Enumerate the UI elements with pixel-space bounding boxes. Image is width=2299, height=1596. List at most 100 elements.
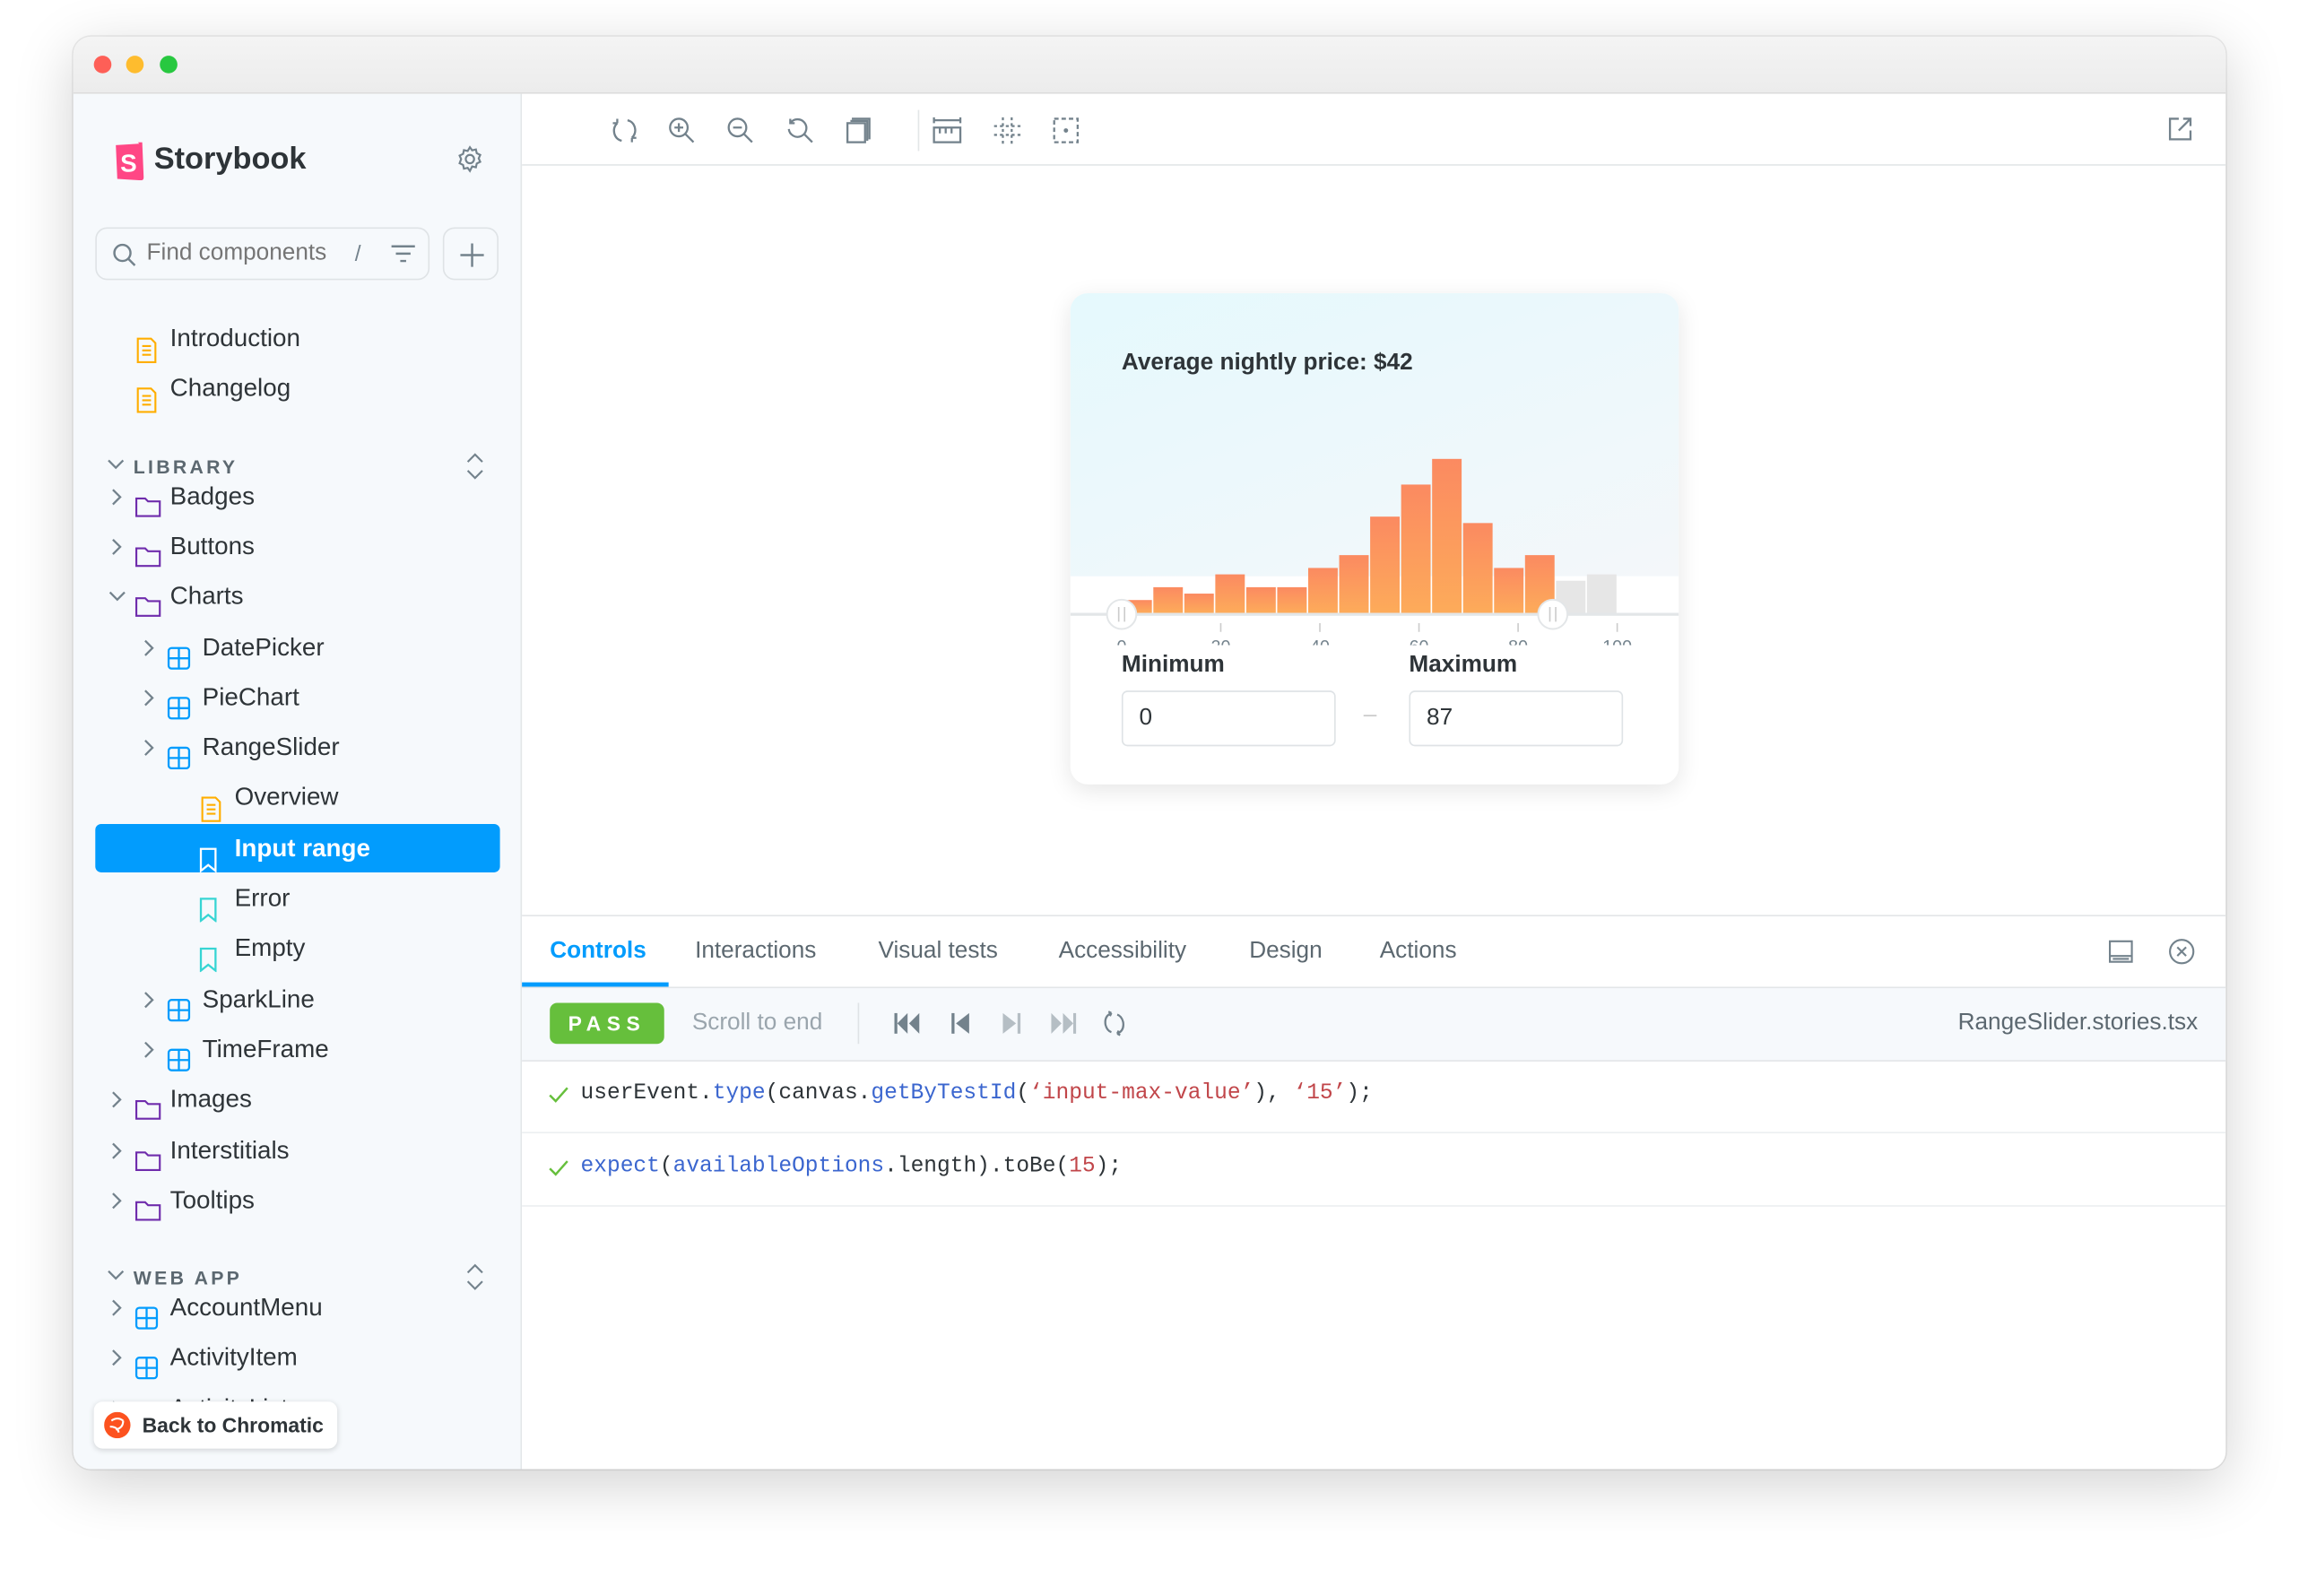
sidebar-item-badges[interactable]: Badges xyxy=(95,472,499,520)
sidebar-item-interstitials[interactable]: Interstitials xyxy=(95,1125,499,1174)
check-icon xyxy=(549,1087,568,1103)
sidebar-item-charts[interactable]: Charts xyxy=(95,572,499,620)
code-token: ), xyxy=(1254,1080,1294,1106)
back-to-chromatic-button[interactable]: Back to Chromatic xyxy=(93,1401,338,1449)
sidebar-item-label: RangeSlider xyxy=(202,733,340,761)
min-handle[interactable] xyxy=(1106,598,1138,630)
close-window-button[interactable] xyxy=(93,56,112,74)
sidebar-item-activityitem[interactable]: ActivityItem xyxy=(95,1333,499,1382)
code-token: (canvas. xyxy=(765,1080,872,1106)
sidebar-item-sparkline[interactable]: SparkLine xyxy=(95,975,499,1023)
sidebar-item-rangeslider[interactable]: RangeSlider xyxy=(95,723,499,771)
tab-controls[interactable]: Controls xyxy=(550,938,646,964)
chevron-right-icon[interactable] xyxy=(108,488,126,506)
maximum-input[interactable] xyxy=(1409,690,1624,747)
sidebar-item-label: DatePicker xyxy=(202,632,325,661)
search-shortcut-hint: / xyxy=(354,241,361,267)
sidebar-item-datepicker[interactable]: DatePicker xyxy=(95,622,499,671)
chevron-right-icon[interactable] xyxy=(108,538,126,556)
max-handle[interactable] xyxy=(1537,598,1569,630)
sidebar-item-overview[interactable]: Overview xyxy=(95,773,499,823)
app-window: S Storybook / Introduction Changelog LIBRA… xyxy=(73,36,2226,1470)
minimum-input[interactable] xyxy=(1121,690,1336,747)
histogram-bar xyxy=(1494,568,1524,613)
histogram-bar xyxy=(1339,555,1369,613)
step-back-icon[interactable] xyxy=(950,1011,971,1035)
create-story-button[interactable] xyxy=(442,227,499,281)
panel-position-icon[interactable] xyxy=(2108,940,2133,963)
step-code: expect(availableOptions.length).toBe(15)… xyxy=(581,1154,1123,1179)
histogram-bar xyxy=(1184,594,1214,613)
sidebar-item-tooltips[interactable]: Tooltips xyxy=(95,1175,499,1224)
interaction-step[interactable]: expect(availableOptions.length).toBe(15)… xyxy=(522,1133,2226,1207)
maximum-label: Maximum xyxy=(1409,652,1518,678)
zoom-out-icon[interactable] xyxy=(725,116,755,145)
sidebar-item-changelog[interactable]: Changelog xyxy=(95,364,499,414)
histogram-bar xyxy=(1215,574,1245,613)
tab-actions[interactable]: Actions xyxy=(1379,938,1457,964)
chevron-right-icon[interactable] xyxy=(141,1041,159,1059)
outline-icon[interactable] xyxy=(1051,116,1080,145)
sidebar-item-introduction[interactable]: Introduction xyxy=(95,314,499,363)
sidebar: S Storybook / Introduction Changelog LIBRA… xyxy=(73,93,523,1470)
sidebar-item-timeframe[interactable]: TimeFrame xyxy=(95,1025,499,1073)
active-tab-indicator xyxy=(522,982,669,987)
zoom-in-icon[interactable] xyxy=(667,116,697,145)
sidebar-item-images[interactable]: Images xyxy=(95,1075,499,1123)
interaction-step[interactable]: userEvent.type(canvas.getByTestId(‘input… xyxy=(522,1060,2226,1134)
step-forward-icon[interactable] xyxy=(1002,1011,1022,1035)
filter-icon[interactable] xyxy=(390,243,416,266)
x-tick-label: 80 xyxy=(1508,638,1528,646)
chevron-right-icon[interactable] xyxy=(141,689,159,707)
tab-interactions[interactable]: Interactions xyxy=(695,938,817,964)
backgrounds-icon[interactable] xyxy=(845,116,874,145)
x-tick-label: 60 xyxy=(1410,638,1429,646)
maximize-window-button[interactable] xyxy=(160,56,178,74)
rerun-icon[interactable] xyxy=(1103,1011,1126,1037)
minimize-window-button[interactable] xyxy=(126,56,144,74)
chevron-right-icon[interactable] xyxy=(108,1091,126,1109)
sidebar-item-piechart[interactable]: PieChart xyxy=(95,672,499,721)
chevron-right-icon[interactable] xyxy=(141,739,159,757)
tab-visual-tests[interactable]: Visual tests xyxy=(878,938,998,964)
go-to-end-icon[interactable] xyxy=(1050,1011,1077,1035)
chevron-down-icon xyxy=(108,458,125,469)
chevron-right-icon[interactable] xyxy=(108,1299,126,1317)
chevron-right-icon[interactable] xyxy=(108,1349,126,1367)
chevron-right-icon[interactable] xyxy=(108,1141,126,1159)
expand-collapse-icon[interactable] xyxy=(464,1262,485,1292)
tab-design[interactable]: Design xyxy=(1249,938,1323,964)
settings-gear-icon[interactable] xyxy=(456,145,484,180)
histogram-bar xyxy=(1153,586,1184,613)
sidebar-item-label: Introduction xyxy=(169,324,300,352)
sidebar-item-buttons[interactable]: Buttons xyxy=(95,522,499,570)
sidebar-item-accountmenu[interactable]: AccountMenu xyxy=(95,1283,499,1331)
x-tick-label: 20 xyxy=(1211,638,1231,646)
go-to-start-icon[interactable] xyxy=(894,1011,920,1035)
sidebar-group-web-app[interactable]: WEB APP xyxy=(95,1262,499,1297)
scroll-to-end-button[interactable]: Scroll to end xyxy=(691,1010,823,1036)
chevron-down-icon[interactable] xyxy=(108,588,126,606)
zoom-reset-icon[interactable] xyxy=(785,116,815,145)
tab-accessibility[interactable]: Accessibility xyxy=(1058,938,1187,964)
chevron-right-icon[interactable] xyxy=(141,991,159,1009)
expand-collapse-icon[interactable] xyxy=(464,451,485,481)
reload-icon[interactable] xyxy=(610,116,639,145)
grid-icon[interactable] xyxy=(993,116,1022,145)
sidebar-item-empty[interactable]: Empty xyxy=(95,924,499,973)
share-icon[interactable] xyxy=(2167,116,2197,145)
sidebar-item-input-range[interactable]: Input range xyxy=(95,823,500,872)
close-panel-icon[interactable] xyxy=(2168,939,2195,965)
histogram-bar xyxy=(1462,523,1493,613)
chevron-right-icon[interactable] xyxy=(108,1192,126,1210)
search-input[interactable] xyxy=(146,240,338,267)
sidebar-group-library[interactable]: LIBRARY xyxy=(95,451,499,486)
sidebar-item-error[interactable]: Error xyxy=(95,874,499,923)
slider-track[interactable] xyxy=(1070,612,1679,616)
histogram-bar xyxy=(1370,516,1401,613)
svg-text:S: S xyxy=(120,149,137,177)
preview-toolbar xyxy=(522,93,2226,166)
histogram-bar xyxy=(1277,586,1307,613)
chevron-right-icon[interactable] xyxy=(141,638,159,656)
measure-icon[interactable] xyxy=(933,116,962,145)
